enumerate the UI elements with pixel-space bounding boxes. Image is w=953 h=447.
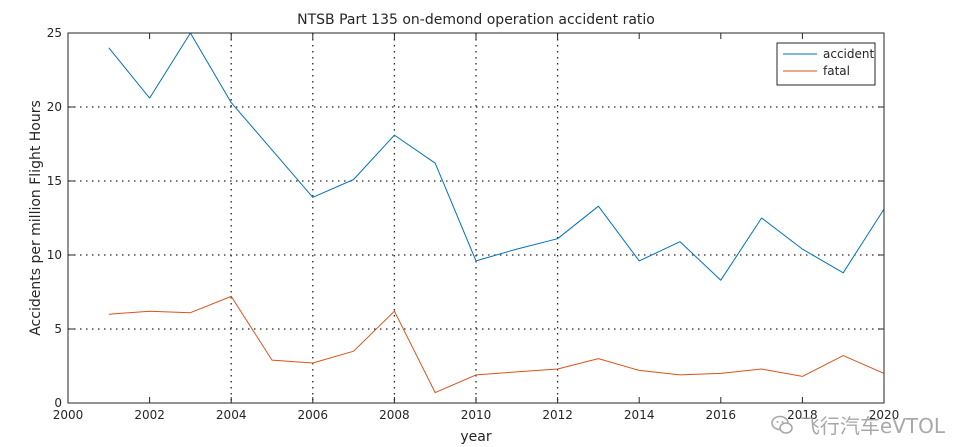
x-tick-label: 2020 [869,408,900,422]
grid [68,33,884,403]
series-line-fatal [108,295,885,394]
legend-label-accident: accident [823,47,874,61]
watermark: 飞行汽车eVTOL [770,410,945,439]
series-layer [108,32,885,394]
watermark-text: 飞行汽车eVTOL [799,414,945,438]
y-tick-label: 25 [47,26,62,40]
x-tick-label: 2010 [461,408,492,422]
plot-area [68,33,884,403]
y-tick-label: 15 [47,174,62,188]
x-tick-label: 2002 [134,408,165,422]
ticks: 2000 2002 2004 2006 2008 2010 2012 2014 2016 2018… [47,26,900,422]
legend-label-fatal: fatal [823,64,850,78]
chart-title: NTSB Part 135 on-demond operation accide… [297,12,655,28]
x-tick-label: 2016 [706,408,737,422]
x-tick-label: 2004 [216,408,247,422]
wechat-icon [771,415,793,434]
x-tick-label: 2000 [53,408,84,422]
series-line-accident [108,32,885,281]
y-tick-label: 0 [54,396,62,410]
x-tick-label: 2006 [298,408,329,422]
y-tick-label: 10 [47,248,62,262]
y-tick-label: 20 [47,100,62,114]
x-tick-label: 2014 [624,408,655,422]
legend: accident fatal [776,42,876,86]
x-tick-label: 2012 [542,408,573,422]
x-tick-label: 2018 [787,408,818,422]
x-tick-label: 2008 [379,408,410,422]
y-axis-label: Accidents per million Flight Hours [28,100,44,336]
legend-box [776,42,876,86]
y-tick-label: 5 [54,322,62,336]
x-axis-label: year [460,429,491,445]
